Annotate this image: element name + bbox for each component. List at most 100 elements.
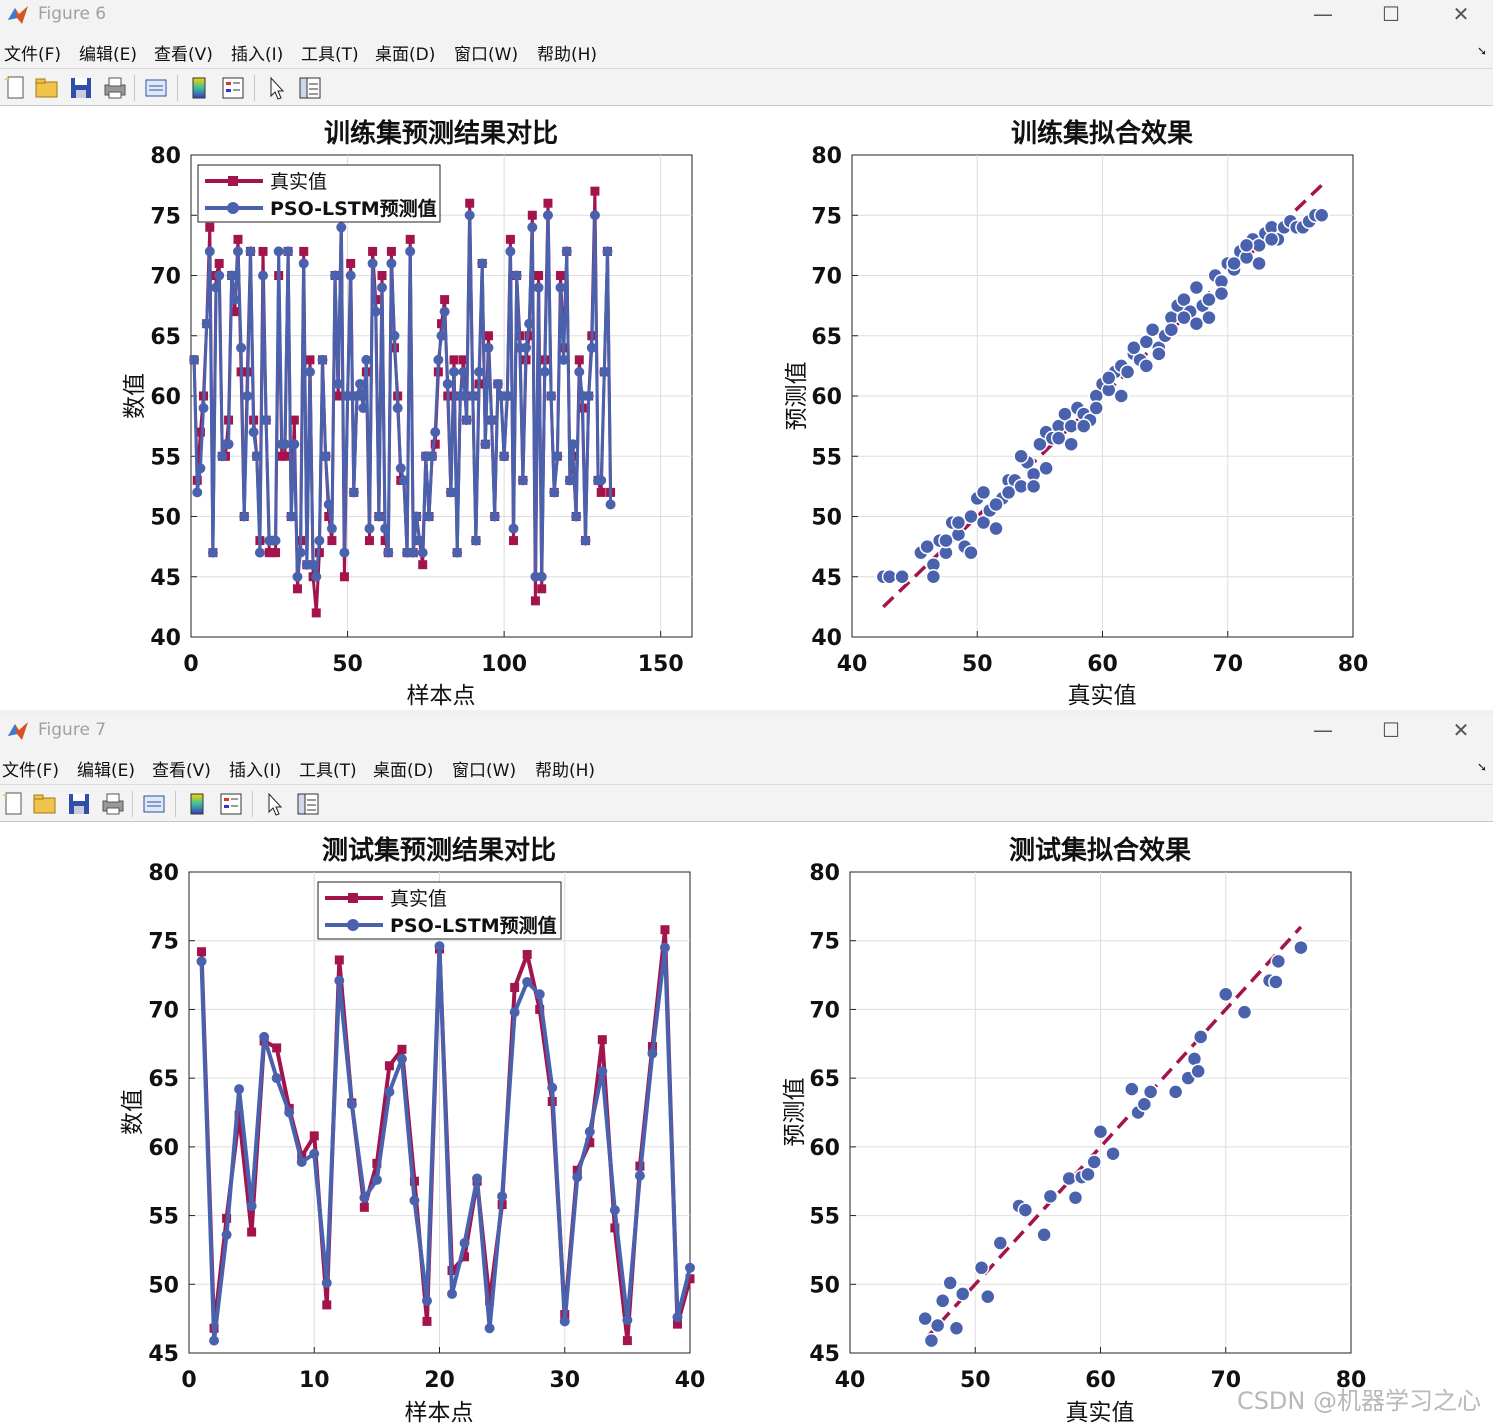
- minimize-icon[interactable]: —: [1313, 2, 1333, 26]
- predicted-value-marker: [245, 246, 256, 257]
- legend-entry-true: 真实值: [270, 171, 327, 193]
- menu-desktop[interactable]: 桌面(D): [375, 45, 436, 65]
- x-tick-label: 30: [549, 1368, 580, 1393]
- true-value-marker: [430, 439, 440, 449]
- scatter-point: [1126, 340, 1142, 356]
- dock-arrow-icon[interactable]: ➘: [1476, 760, 1487, 774]
- scatter-point: [1176, 291, 1192, 308]
- y-tick-label: 65: [148, 1067, 179, 1092]
- series-marks: [189, 186, 616, 618]
- predicted-value-marker: [351, 391, 362, 401]
- x-tick-label: 50: [962, 652, 993, 677]
- new-file-icon[interactable]: [2, 74, 30, 102]
- scatter-point: [923, 1332, 940, 1349]
- save-icon[interactable]: [65, 790, 93, 818]
- menu-window[interactable]: 窗口(W): [454, 45, 519, 65]
- figure-window: Figure 6 — ☐ ✕ 文件(F) 编辑(E) 查看(V) 插入(I) 工…: [0, 0, 1493, 710]
- dock-arrow-icon[interactable]: ➘: [1476, 44, 1487, 58]
- toolbar-separator: [254, 75, 255, 101]
- toolbar-separator: [175, 791, 176, 817]
- close-icon[interactable]: ✕: [1452, 718, 1470, 742]
- scatter-point: [973, 1260, 990, 1276]
- grid-lines: [849, 871, 1352, 1354]
- open-folder-icon[interactable]: [33, 74, 61, 102]
- menu-insert[interactable]: 插入(I): [231, 45, 284, 65]
- test-fit-axes[interactable]: 40 50 60 70 80 45 50 55 60 65 70 75 80 测试集拟合效果 真实值 预…: [782, 835, 1366, 1426]
- scatter-point: [992, 1235, 1009, 1251]
- open-folder-icon[interactable]: [31, 790, 59, 818]
- scatter-point: [1119, 364, 1136, 380]
- print-icon[interactable]: [101, 74, 129, 102]
- colorbar-icon[interactable]: [185, 74, 213, 102]
- menu-tools[interactable]: 工具(T): [301, 45, 359, 65]
- property-editor-icon[interactable]: [294, 790, 322, 818]
- print-icon[interactable]: [99, 790, 127, 818]
- menu-window[interactable]: 窗口(W): [452, 761, 517, 781]
- menu-edit[interactable]: 编辑(E): [77, 761, 136, 781]
- predicted-value-marker: [561, 246, 572, 257]
- legend-icon[interactable]: [219, 74, 247, 102]
- link-plot-icon[interactable]: [142, 74, 170, 102]
- true-value-marker: [622, 1336, 632, 1346]
- true-value-marker: [195, 427, 205, 437]
- scatter-point: [1192, 1029, 1209, 1045]
- new-file-icon[interactable]: [0, 790, 28, 818]
- scatter-point: [1201, 309, 1217, 326]
- maximize-icon[interactable]: ☐: [1382, 2, 1400, 26]
- legend-box: [317, 881, 562, 940]
- predicted-value-marker: [195, 463, 206, 474]
- predicted-value-marker: [364, 523, 375, 534]
- tick-labels: 0 10 20 30 40 45 50 55 60 65 70 75 80: [148, 861, 705, 1393]
- true-value-marker: [386, 246, 396, 256]
- legend-icon[interactable]: [217, 790, 245, 818]
- property-editor-icon[interactable]: [296, 74, 324, 102]
- predicted-value-marker: [330, 270, 341, 281]
- predicted-value-marker: [392, 403, 403, 414]
- menu-view[interactable]: 查看(V): [152, 761, 211, 781]
- y-tick-label: 50: [148, 1273, 179, 1298]
- minimize-icon[interactable]: —: [1313, 718, 1333, 742]
- y-tick-label: 65: [811, 325, 842, 350]
- colorbar-icon[interactable]: [183, 790, 211, 818]
- menu-view[interactable]: 查看(V): [154, 45, 213, 65]
- predicted-value-marker: [198, 403, 209, 414]
- train-fit-axes[interactable]: 40 50 60 70 80 40 45 50 55 60 65 70 75 80 训练集拟合效果 真实值…: [784, 118, 1368, 709]
- x-tick-label: 0: [181, 1368, 196, 1393]
- predicted-value-marker: [521, 342, 532, 353]
- scatter-point: [1105, 1145, 1121, 1162]
- menu-file[interactable]: 文件(F): [4, 45, 62, 65]
- link-plot-icon[interactable]: [140, 790, 168, 818]
- menu-edit[interactable]: 编辑(E): [79, 45, 138, 65]
- menu-insert[interactable]: 插入(I): [229, 761, 282, 781]
- predicted-value-marker: [323, 499, 334, 510]
- predicted-value-marker: [346, 1099, 357, 1110]
- predicted-value-marker: [458, 366, 469, 377]
- pointer-icon[interactable]: [260, 790, 288, 818]
- predicted-value-marker: [555, 282, 566, 293]
- legend[interactable]: 真实值 PSO-LSTM预测值: [317, 881, 562, 940]
- menu-help[interactable]: 帮助(H): [537, 45, 598, 65]
- predicted-value-marker: [559, 1316, 570, 1327]
- menu-desktop[interactable]: 桌面(D): [373, 761, 434, 781]
- menu-help[interactable]: 帮助(H): [535, 761, 596, 781]
- pointer-icon[interactable]: [262, 74, 290, 102]
- legend[interactable]: 真实值 PSO-LSTM预测值: [197, 164, 441, 223]
- close-icon[interactable]: ✕: [1452, 2, 1470, 26]
- menu-tools[interactable]: 工具(T): [299, 761, 357, 781]
- figure-window: Figure 7 — ☐ ✕ 文件(F) 编辑(E) 查看(V) 插入(I) 工…: [0, 716, 1493, 1426]
- predicted-value-marker: [217, 451, 228, 462]
- true-value-marker: [258, 246, 268, 256]
- save-icon[interactable]: [67, 74, 95, 102]
- scatter-point: [948, 1320, 965, 1337]
- maximize-icon[interactable]: ☐: [1382, 718, 1400, 742]
- scatter-point: [1042, 1188, 1059, 1205]
- menu-file[interactable]: 文件(F): [2, 761, 60, 781]
- predicted-value-marker: [534, 989, 545, 1000]
- title-bar: Figure 7 — ☐ ✕: [0, 716, 1493, 750]
- scatter-point: [917, 1310, 933, 1327]
- x-tick-label: 150: [638, 652, 684, 677]
- scatter-point: [929, 1317, 946, 1334]
- menu-bar: 文件(F) 编辑(E) 查看(V) 插入(I) 工具(T) 桌面(D) 窗口(W…: [0, 750, 1493, 784]
- train-comparison-axes[interactable]: 0 50 100 150 40 45 50 55 60 65 70 75 80 训练集预测结果对比 样本…: [122, 118, 693, 709]
